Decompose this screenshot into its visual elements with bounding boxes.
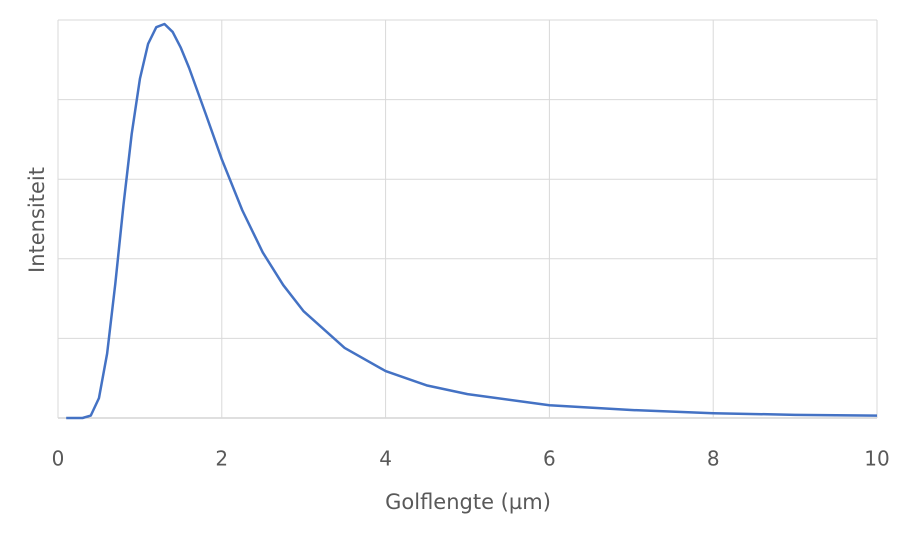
x-tick-label: 8 [707, 447, 720, 471]
x-tick-label: 10 [864, 447, 889, 471]
x-tick-label: 0 [52, 447, 65, 471]
x-tick-label: 2 [215, 447, 228, 471]
x-tick-label: 6 [543, 447, 556, 471]
line [66, 22, 878, 420]
x-axis-title: Golflengte (µm) [385, 490, 551, 514]
y-axis-title: Intensiteit [25, 167, 49, 273]
x-tick-label: 4 [379, 447, 392, 471]
